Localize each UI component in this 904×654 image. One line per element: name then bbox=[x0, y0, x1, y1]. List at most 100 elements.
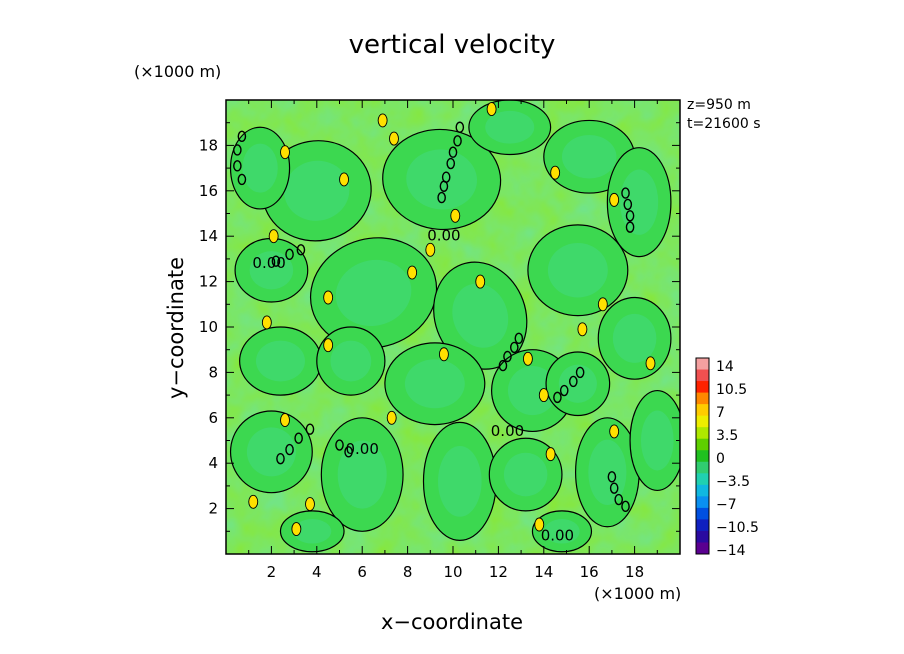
contour-loop bbox=[439, 180, 449, 192]
downdraft-cell bbox=[229, 126, 291, 210]
colorbar-tick-label: −14 bbox=[716, 543, 746, 559]
colorbar-segment bbox=[696, 496, 709, 509]
contour-loop bbox=[285, 443, 294, 456]
contour-loop bbox=[609, 482, 619, 494]
contour-loop bbox=[509, 341, 519, 354]
updraft-peak bbox=[522, 351, 533, 366]
downdraft-core bbox=[284, 160, 350, 221]
x-tick-label: 10 bbox=[443, 563, 462, 581]
x-axis-unit: (×1000 m) bbox=[594, 584, 682, 603]
contour-loop bbox=[575, 366, 585, 379]
updraft-peak bbox=[425, 242, 436, 257]
updraft-peak bbox=[280, 145, 290, 160]
downdraft-core bbox=[335, 259, 412, 327]
downdraft-cell bbox=[382, 128, 502, 231]
downdraft-core bbox=[337, 440, 387, 509]
downdraft-cell bbox=[629, 389, 680, 492]
x-tick-label: 2 bbox=[267, 563, 277, 581]
colorbar-segment bbox=[696, 392, 709, 405]
updraft-peak bbox=[389, 131, 399, 146]
downdraft-core bbox=[293, 519, 332, 544]
contour-loop bbox=[621, 500, 630, 513]
downdraft-cell bbox=[229, 410, 313, 494]
contour-label: 0.00 bbox=[427, 227, 460, 245]
colorbar-segment bbox=[696, 358, 709, 371]
updraft-peak bbox=[323, 290, 334, 305]
downdraft-core bbox=[620, 169, 659, 235]
contour-loop bbox=[276, 452, 285, 465]
contour-loop bbox=[607, 471, 617, 483]
updraft-peak bbox=[291, 522, 302, 536]
contour-loop bbox=[559, 384, 569, 397]
colorbar-frame bbox=[695, 357, 710, 555]
updraft-peak bbox=[280, 413, 290, 428]
colorbar-tick-label: 7 bbox=[716, 405, 725, 421]
y-tick-label: 6 bbox=[208, 409, 218, 427]
downdraft-core bbox=[452, 283, 509, 348]
x-tick-label: 12 bbox=[489, 563, 508, 581]
colorbar-segment bbox=[696, 450, 709, 463]
updraft-peak bbox=[407, 265, 418, 280]
y-tick-label: 18 bbox=[199, 136, 218, 154]
y-tick-label: 4 bbox=[208, 454, 218, 472]
contour-loop bbox=[233, 160, 242, 172]
x-tick-label: 14 bbox=[534, 563, 553, 581]
axes: 2 4 6 8 10 12 14 16 18 2 4 6 8 10 12 14 16 18 bbox=[199, 99, 681, 581]
downdraft-core bbox=[438, 445, 482, 517]
downdraft-cell bbox=[309, 237, 438, 349]
colorbar-segment bbox=[696, 369, 709, 382]
contour-loop bbox=[614, 493, 624, 506]
updraft-peak bbox=[305, 497, 315, 512]
downdraft-core bbox=[558, 364, 597, 403]
y-tick-label: 8 bbox=[208, 363, 218, 381]
y-tick-label: 10 bbox=[199, 318, 218, 336]
x-tick-label: 4 bbox=[312, 563, 322, 581]
updraft-peak bbox=[261, 315, 272, 330]
colorbar-segment bbox=[696, 484, 709, 497]
x-tick-label: 6 bbox=[357, 563, 367, 581]
colorbar-segment bbox=[696, 507, 709, 520]
colorbar-tick-label: 0 bbox=[716, 451, 725, 467]
chart-title: vertical velocity bbox=[348, 30, 556, 60]
colorbar-segment bbox=[696, 519, 709, 532]
contour-loop bbox=[569, 375, 578, 388]
contour-loop bbox=[446, 157, 456, 170]
contour-label: 0.00 bbox=[541, 526, 574, 544]
updraft-peak bbox=[386, 410, 397, 425]
updraft-peak bbox=[545, 447, 556, 462]
updraft-peak bbox=[377, 113, 388, 128]
colorbar-segment bbox=[696, 438, 709, 451]
contour-loop bbox=[503, 350, 512, 363]
updraft-peak bbox=[268, 229, 279, 244]
colorbar-tick-label: −10.5 bbox=[716, 520, 759, 536]
contour-loop bbox=[623, 198, 633, 211]
contour-label: 0.00 bbox=[345, 440, 378, 458]
contour-loop bbox=[455, 121, 465, 133]
downdraft-core bbox=[561, 134, 617, 179]
contour-loop bbox=[553, 391, 562, 404]
colorbar-tick-label: −7 bbox=[716, 497, 737, 513]
updraft-peak bbox=[609, 192, 620, 207]
downdraft-core bbox=[544, 519, 580, 544]
contour-loop bbox=[237, 173, 247, 186]
colorbar-tick-label: 14 bbox=[716, 359, 734, 375]
contour-loop bbox=[344, 446, 353, 458]
downdraft-core bbox=[406, 149, 478, 210]
updraft-peak bbox=[248, 494, 259, 509]
updraft-peak bbox=[609, 424, 620, 439]
contour-loop bbox=[296, 244, 306, 256]
y-tick-label: 12 bbox=[199, 273, 218, 291]
updraft-peak bbox=[645, 356, 656, 371]
downdraft-cell bbox=[488, 437, 563, 512]
colorbar-segment bbox=[696, 427, 709, 440]
downdraft-cell bbox=[527, 224, 629, 317]
downdraft-core bbox=[255, 340, 305, 382]
contour-loop bbox=[271, 255, 281, 267]
colorbar-tick-label: 3.5 bbox=[716, 428, 738, 444]
x-tick-label: 18 bbox=[625, 563, 644, 581]
downdraft-core bbox=[612, 313, 657, 363]
x-axis-label: x−coordinate bbox=[380, 610, 524, 634]
colorbar-segment bbox=[696, 415, 709, 428]
y-tick-label: 14 bbox=[199, 227, 218, 245]
